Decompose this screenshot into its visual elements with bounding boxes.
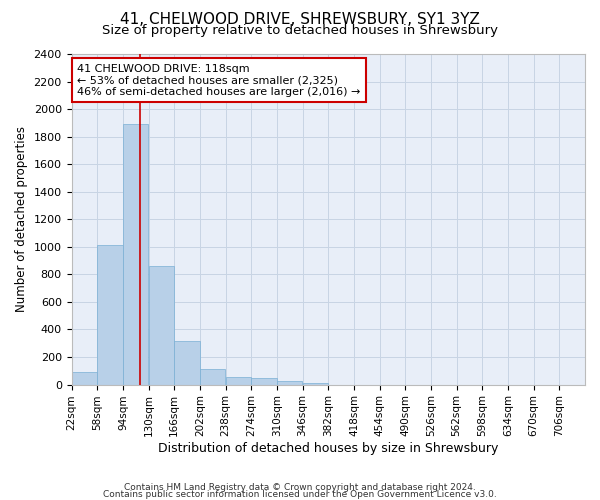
Bar xyxy=(277,381,302,384)
Bar xyxy=(226,377,251,384)
Bar xyxy=(303,382,328,384)
Bar xyxy=(175,341,200,384)
Bar xyxy=(72,372,97,384)
Bar xyxy=(97,246,122,384)
Bar xyxy=(200,369,226,384)
Text: 41, CHELWOOD DRIVE, SHREWSBURY, SY1 3YZ: 41, CHELWOOD DRIVE, SHREWSBURY, SY1 3YZ xyxy=(120,12,480,28)
Bar xyxy=(251,378,277,384)
Y-axis label: Number of detached properties: Number of detached properties xyxy=(15,126,28,312)
Text: Contains HM Land Registry data © Crown copyright and database right 2024.: Contains HM Land Registry data © Crown c… xyxy=(124,484,476,492)
Text: 41 CHELWOOD DRIVE: 118sqm
← 53% of detached houses are smaller (2,325)
46% of se: 41 CHELWOOD DRIVE: 118sqm ← 53% of detac… xyxy=(77,64,361,97)
Text: Contains public sector information licensed under the Open Government Licence v3: Contains public sector information licen… xyxy=(103,490,497,499)
Bar xyxy=(123,124,148,384)
Bar xyxy=(149,266,174,384)
Text: Size of property relative to detached houses in Shrewsbury: Size of property relative to detached ho… xyxy=(102,24,498,37)
X-axis label: Distribution of detached houses by size in Shrewsbury: Distribution of detached houses by size … xyxy=(158,442,499,455)
